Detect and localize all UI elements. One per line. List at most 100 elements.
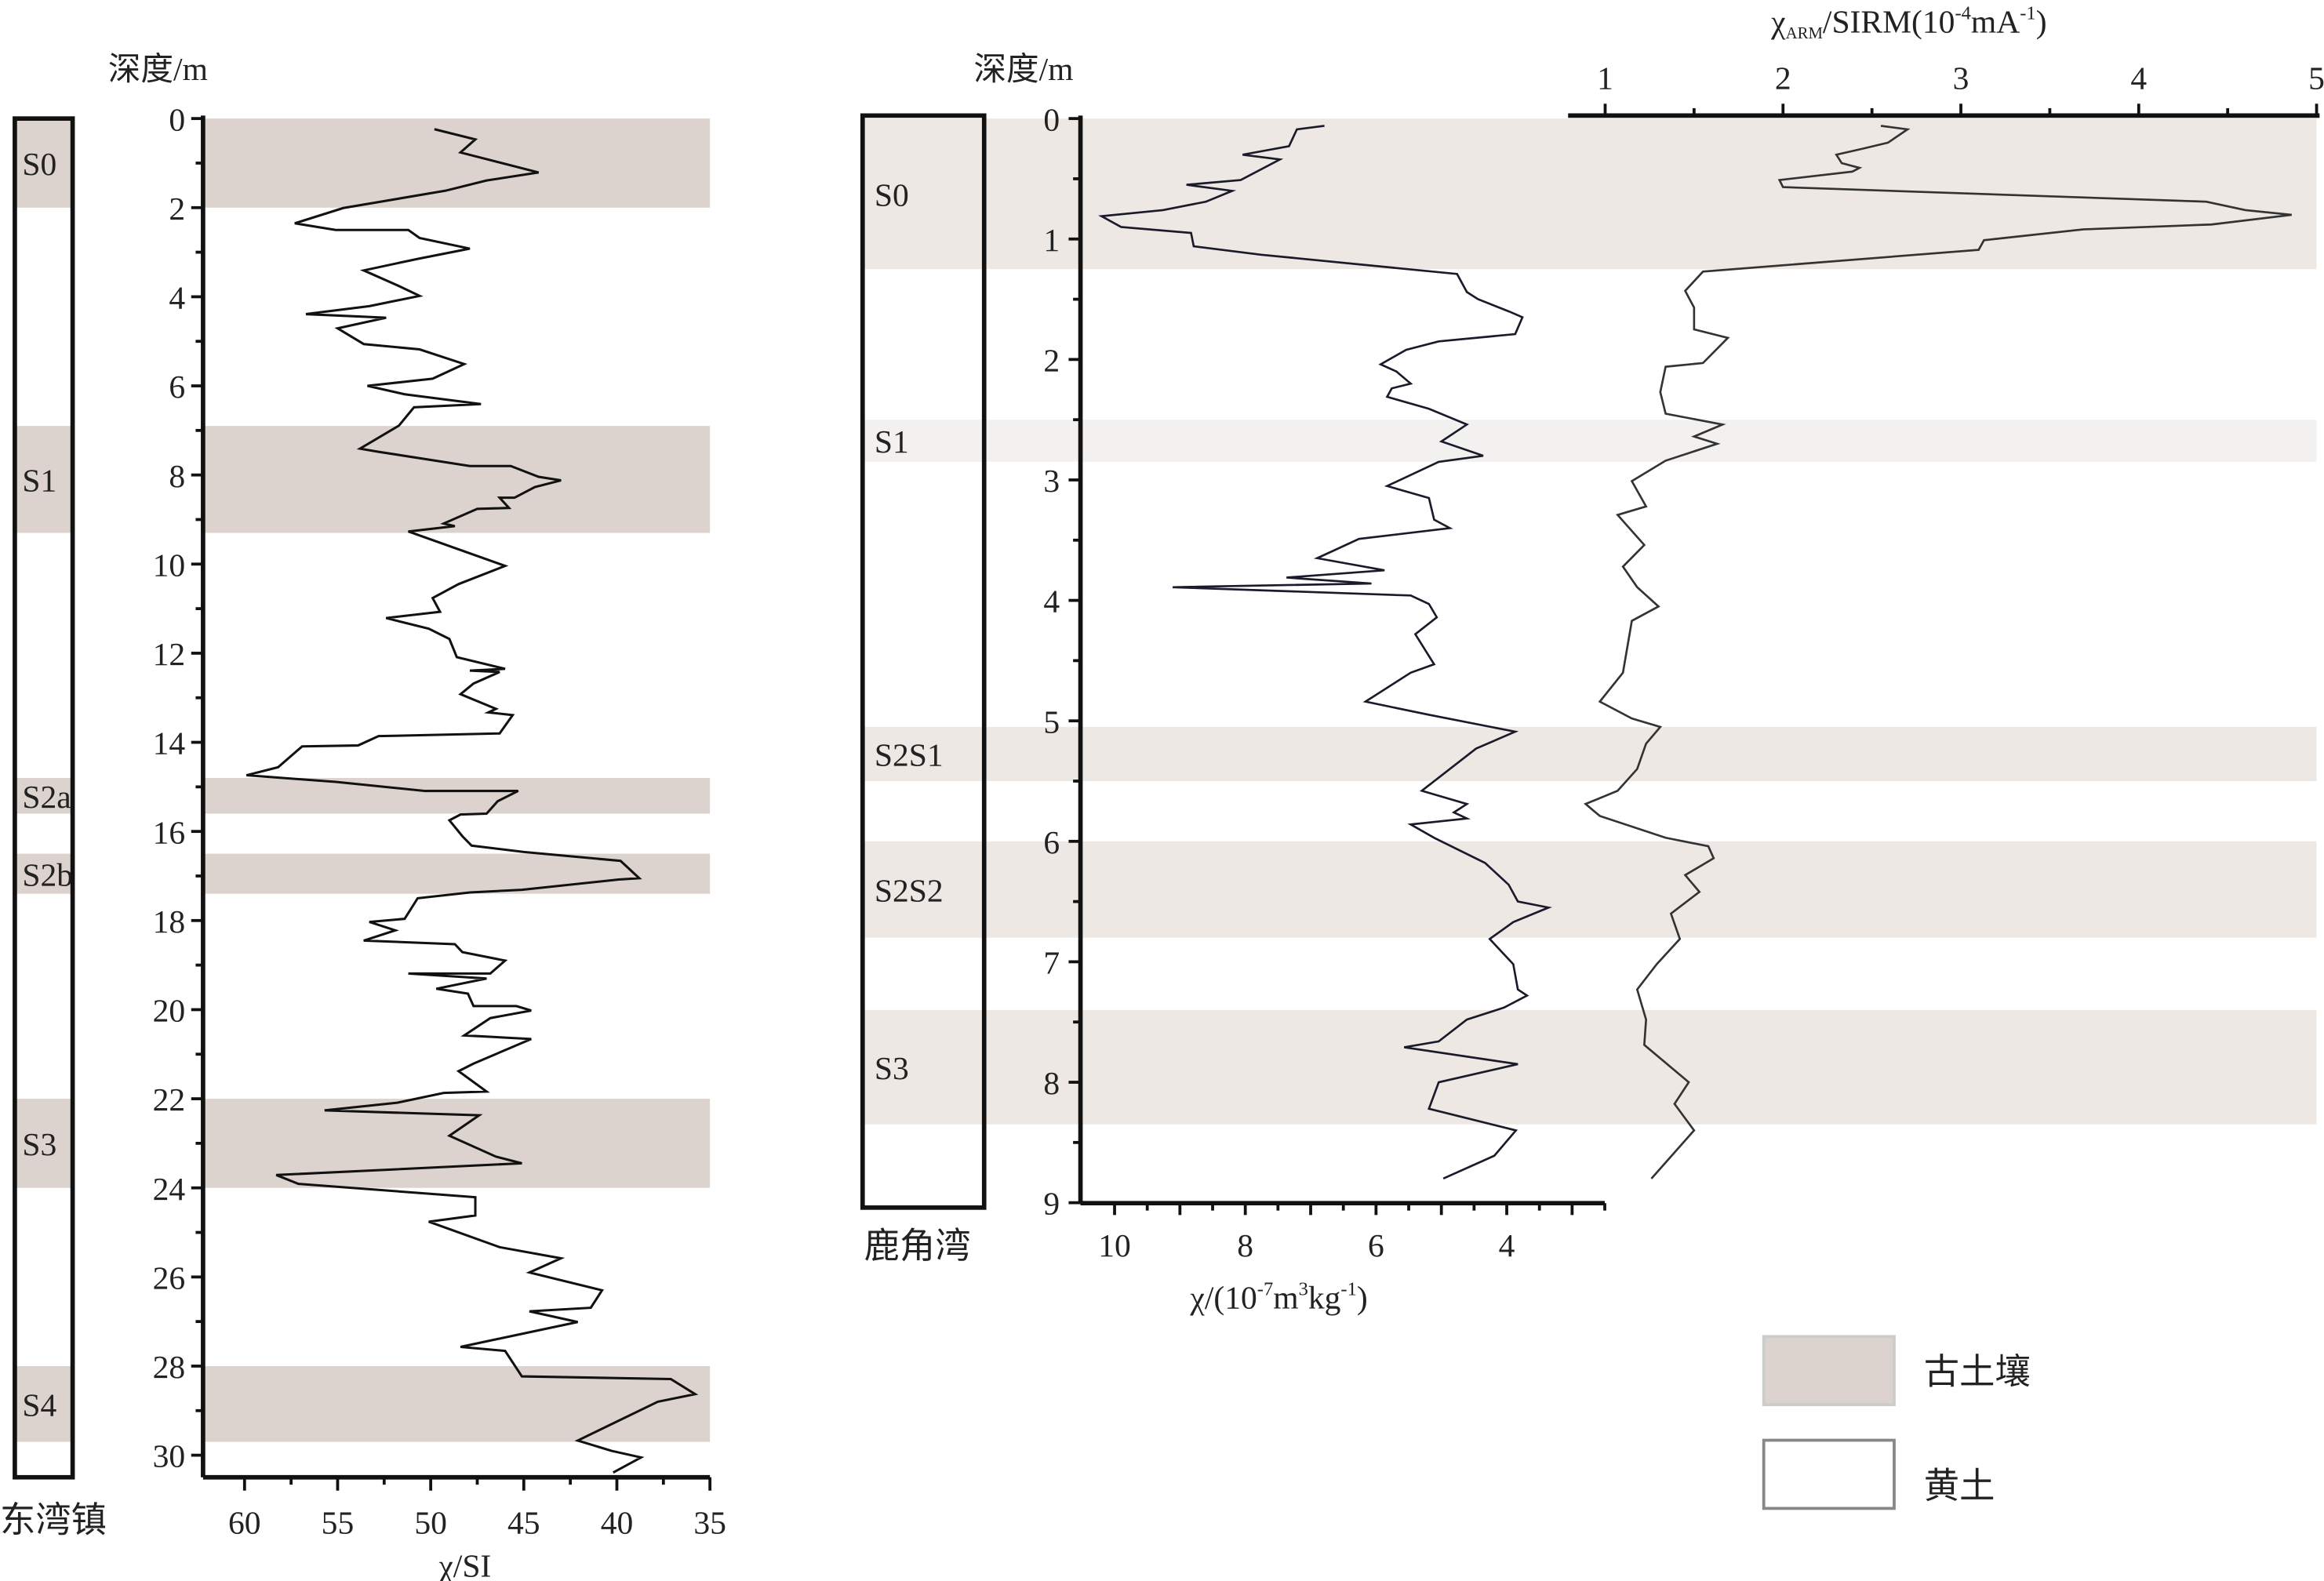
y-tick-label: 10 — [153, 547, 186, 583]
layer-label: S3 — [875, 1050, 909, 1086]
paleosol-band-S1 — [862, 420, 2317, 462]
x-tick-label: 35 — [693, 1505, 726, 1541]
layer-label: S2S1 — [875, 737, 944, 773]
paleosol-band-S3 — [862, 1009, 2317, 1125]
y-tick-label: 4 — [1043, 583, 1060, 620]
x2-tick-label: 1 — [1597, 60, 1613, 96]
chi-series-line — [245, 128, 699, 1474]
y-tick-label: 0 — [1043, 101, 1060, 137]
column-band-S2a — [14, 778, 73, 814]
y-tick-label: 12 — [153, 636, 186, 672]
x-tick-label: 60 — [228, 1505, 261, 1541]
column-band-S2b — [14, 853, 73, 894]
column-band-S0 — [14, 118, 73, 208]
y-tick-label: 22 — [153, 1081, 186, 1118]
axes: 0 1 2 3 4 5 6 7 8 9 10 8 6 4 1 2 3 4 5 — [1043, 60, 2324, 1263]
x-axis-title: χ/(10-7m3kg-1) — [1189, 1278, 1367, 1316]
paleosol-band-S2S1 — [862, 726, 2317, 782]
x2-label-part: mA — [1971, 4, 2020, 40]
x-tick-label: 45 — [507, 1505, 540, 1541]
depth-axis-title: 深度/m — [974, 51, 1074, 87]
layer-label: S0 — [22, 146, 56, 182]
x-tick-label: 4 — [1499, 1227, 1515, 1263]
x-axis-title: χ/SI — [438, 1547, 491, 1581]
layer-label: S1 — [875, 423, 909, 460]
x2-label-part: χ — [1770, 4, 1786, 40]
x-label-sup: -1 — [1340, 1278, 1356, 1299]
y-tick-label: 6 — [1043, 824, 1060, 860]
x2-tick-label: 2 — [1775, 60, 1791, 96]
column-band-S1 — [14, 426, 73, 533]
column-band-S4 — [14, 1365, 73, 1442]
y-tick-label: 4 — [169, 280, 185, 316]
legend: 古土壤 黄土 — [1762, 1335, 2031, 1510]
y-tick-label: 5 — [1043, 703, 1060, 740]
x-label-sup: -7 — [1257, 1278, 1273, 1299]
y-tick-label: 7 — [1043, 945, 1060, 981]
column-band-S3 — [14, 1099, 73, 1188]
x-label-part: m — [1273, 1279, 1298, 1315]
y-tick-label: 8 — [1043, 1065, 1060, 1101]
x2-label-part: ) — [2036, 4, 2047, 41]
y-tick-label: 3 — [1043, 463, 1060, 499]
y-tick-label: 18 — [153, 903, 186, 940]
legend-label-paleosol: 古土壤 — [1924, 1353, 2031, 1392]
series — [1098, 125, 2292, 1180]
strata-column-box — [13, 116, 75, 1480]
x2-tick-label: 3 — [1953, 60, 1969, 96]
paleosol-bands: S0 S1 S2a S2b S3 S4 — [14, 118, 711, 1442]
x-tick-label: 55 — [322, 1505, 355, 1541]
y-tick-label: 30 — [153, 1438, 186, 1474]
y-tick-label: 14 — [153, 725, 186, 761]
paleosol-bands: S0 S1 S2S1 S2S2 S3 — [862, 118, 2317, 1125]
paleosol-band-S2S2 — [862, 841, 2317, 938]
x2-label-sub: ARM — [1786, 24, 1823, 42]
y-tick-label: 2 — [1043, 342, 1060, 378]
paleosol-band-S2b — [202, 853, 711, 894]
series — [245, 128, 699, 1474]
x2-label-sup: -1 — [2020, 3, 2035, 24]
y-tick-label: 9 — [1043, 1186, 1060, 1222]
site-label: 东湾镇 — [0, 1501, 107, 1540]
x-tick-label: 50 — [414, 1505, 447, 1541]
y-tick-label: 8 — [169, 458, 185, 494]
x2-label-part: /SIRM(10 — [1823, 4, 1955, 41]
site-label: 鹿角湾 — [864, 1227, 971, 1266]
legend-label-loess: 黄土 — [1924, 1467, 1995, 1506]
y-tick-label: 6 — [169, 369, 185, 405]
y-tick-label: 16 — [153, 814, 186, 850]
legend-swatch-paleosol — [1762, 1335, 1896, 1407]
layer-label: S2a — [22, 779, 71, 815]
x2-tick-label: 4 — [2130, 60, 2147, 96]
x-tick-label: 6 — [1368, 1227, 1384, 1263]
x2-axis-title: χARM/SIRM(10-4mA-1) — [1770, 3, 2046, 43]
x-label-part: ) — [1357, 1279, 1368, 1316]
lujiaowan-chart: S0 S1 S2S1 S2S2 S3 深度/m 鹿角湾 χ/(10-7m3kg-1) χ… — [860, 3, 2324, 1316]
x-label-part: χ/(10 — [1189, 1279, 1257, 1316]
x2-tick-label: 5 — [2308, 60, 2324, 96]
y-tick-label: 2 — [169, 191, 185, 227]
depth-axis-title: 深度/m — [108, 51, 208, 87]
paleosol-band-S2a — [202, 778, 711, 814]
layer-label: S2S2 — [875, 872, 944, 908]
x-tick-label: 8 — [1237, 1227, 1253, 1263]
layer-label: S2b — [22, 856, 73, 892]
layer-label: S1 — [22, 462, 56, 498]
y-tick-label: 26 — [153, 1259, 186, 1296]
y-tick-label: 1 — [1043, 222, 1060, 258]
layer-label: S0 — [875, 176, 909, 213]
paleosol-band-S0 — [202, 118, 711, 208]
y-tick-label: 20 — [153, 993, 186, 1029]
y-tick-label: 0 — [169, 101, 185, 137]
chi-arm-sirm-series-line — [1584, 125, 2292, 1179]
x-tick-label: 10 — [1098, 1227, 1131, 1263]
chi-series-line — [1098, 125, 1552, 1180]
paleosol-band-S0 — [862, 118, 2317, 270]
legend-swatch-loess — [1762, 1438, 1896, 1510]
x-label-sup: 3 — [1299, 1278, 1308, 1299]
y-tick-label: 28 — [153, 1349, 186, 1385]
y-tick-label: 24 — [153, 1171, 186, 1207]
strata-column-box — [860, 113, 987, 1210]
